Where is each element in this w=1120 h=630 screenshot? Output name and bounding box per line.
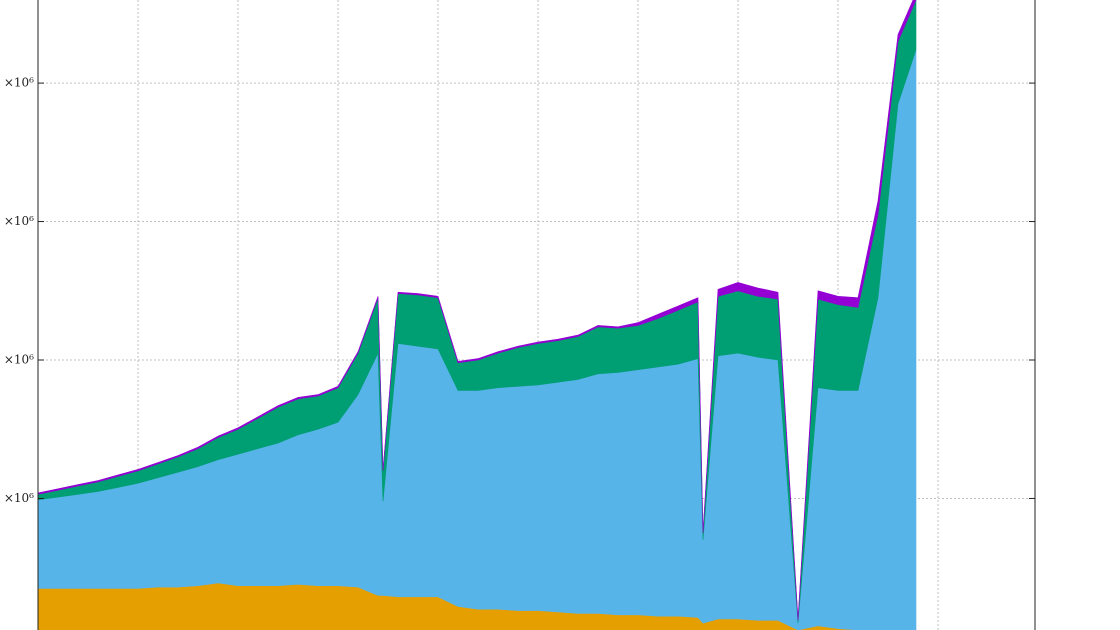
y-tick-label: ×10⁶ <box>4 214 34 228</box>
area <box>37 0 917 621</box>
y-tick-label: ×10⁶ <box>4 491 34 505</box>
area <box>37 49 917 630</box>
y-tick-label: ×10⁶ <box>4 353 34 367</box>
y-tick-label: ×10⁶ <box>4 76 34 90</box>
